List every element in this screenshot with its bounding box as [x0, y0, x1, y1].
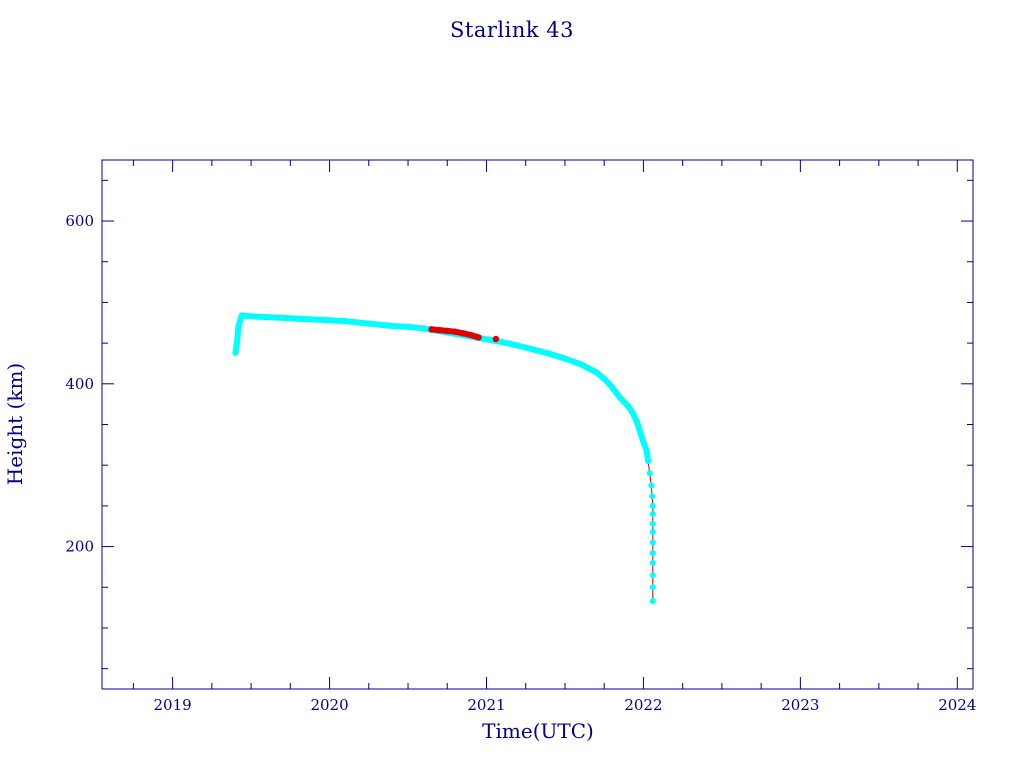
plot-frame [101, 159, 974, 690]
data-point [649, 559, 656, 566]
y-tick-label: 600 [65, 212, 94, 230]
data-point [514, 342, 521, 349]
data-point [640, 439, 647, 446]
data-point [546, 350, 553, 357]
data-point [613, 390, 620, 397]
data-point [649, 520, 656, 527]
data-point [405, 323, 411, 330]
y-axis-label: Height (km) [3, 363, 27, 485]
data-point [357, 319, 364, 326]
data-point [645, 458, 652, 465]
highlight-track [428, 326, 482, 341]
data-points [232, 312, 656, 605]
data-point [649, 572, 656, 579]
data-point [248, 313, 255, 320]
data-point [373, 321, 380, 328]
data-point [310, 316, 317, 323]
data-point [295, 315, 302, 322]
data-point [577, 361, 584, 368]
primary-track [232, 312, 652, 465]
data-point [649, 598, 656, 605]
data-point [234, 339, 240, 346]
data-point [342, 318, 349, 325]
data-point [624, 402, 631, 409]
data-point [618, 396, 625, 403]
data-point [235, 323, 242, 329]
data-point [649, 550, 656, 557]
data-point [279, 314, 286, 321]
data-point [646, 470, 653, 477]
trajectory-line [234, 314, 654, 602]
data-point [232, 349, 239, 356]
data-point [530, 346, 537, 353]
chart-title: Starlink 43 [450, 18, 574, 42]
x-tick-label: 2024 [938, 696, 976, 714]
data-point [326, 317, 333, 324]
x-axis-label: Time(UTC) [482, 719, 594, 743]
series-lines [232, 312, 654, 602]
data-point [238, 312, 245, 319]
x-tick-label: 2022 [624, 696, 662, 714]
data-point [420, 325, 427, 332]
data-point [593, 369, 600, 376]
data-point [389, 323, 396, 329]
data-point [562, 355, 568, 362]
data-point [643, 447, 650, 454]
data-point [629, 409, 636, 416]
data-point [649, 584, 656, 591]
data-point [649, 528, 656, 535]
data-point [601, 375, 608, 382]
data-point [649, 511, 656, 517]
x-tick-label: 2021 [467, 696, 505, 714]
x-tick-label: 2019 [154, 696, 192, 714]
data-point [649, 539, 656, 546]
data-point [634, 419, 641, 426]
x-tick-label: 2020 [310, 696, 348, 714]
x-tick-label: 2023 [781, 696, 819, 714]
data-point [637, 429, 644, 436]
data-point [609, 384, 615, 391]
data-point [263, 314, 270, 321]
highlight-point [492, 335, 500, 343]
data-point [649, 493, 656, 500]
axis-ticks [102, 160, 973, 689]
y-tick-label: 200 [65, 538, 94, 556]
y-tick-label: 400 [65, 375, 94, 393]
tick-labels: 2019 2020 2021 2022 2023 2024 200 400 600 [65, 212, 976, 714]
data-point [649, 502, 656, 509]
data-point [648, 482, 655, 489]
